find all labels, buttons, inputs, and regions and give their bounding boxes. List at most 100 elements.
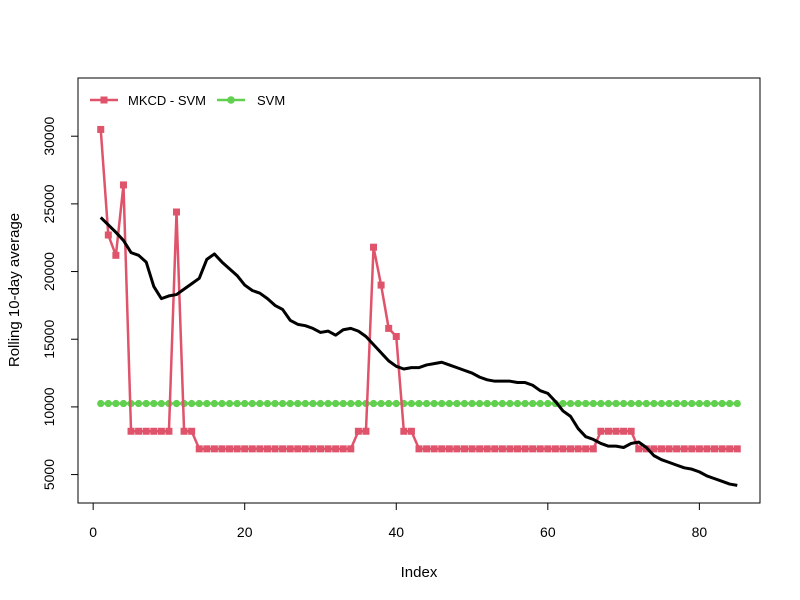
legend-label-mkcd-svm: MKCD - SVM [128, 93, 206, 108]
point-svm [718, 399, 726, 408]
point-svm [233, 399, 241, 408]
point-svm [438, 399, 446, 408]
point-mkcd-svm [286, 445, 294, 453]
point-svm [612, 399, 620, 408]
point-mkcd-svm [597, 427, 605, 435]
point-svm [150, 399, 158, 408]
point-svm [286, 399, 294, 408]
point-mkcd-svm [301, 445, 309, 453]
y-tick-label: 15000 [41, 320, 57, 359]
point-svm [203, 399, 211, 408]
point-mkcd-svm [188, 427, 196, 435]
point-mkcd-svm [400, 427, 408, 435]
point-svm [597, 399, 605, 408]
point-svm [657, 399, 666, 408]
point-mkcd-svm [559, 445, 567, 453]
point-mkcd-svm [635, 445, 643, 453]
point-svm [703, 399, 711, 408]
x-tick-label: 80 [692, 524, 708, 540]
point-svm [422, 399, 431, 408]
point-mkcd-svm [392, 333, 400, 341]
point-svm [513, 399, 522, 408]
point-mkcd-svm [241, 445, 249, 453]
point-mkcd-svm [567, 445, 575, 453]
point-mkcd-svm [491, 445, 499, 453]
y-tick-label: 10000 [41, 387, 57, 426]
point-mkcd-svm [218, 445, 226, 453]
point-svm [726, 399, 734, 408]
point-svm [97, 399, 105, 408]
point-svm [309, 399, 317, 408]
point-mkcd-svm [332, 445, 340, 453]
y-tick-label: 25000 [41, 184, 57, 223]
point-svm [559, 399, 567, 408]
x-tick-label: 40 [388, 524, 404, 540]
point-mkcd-svm [415, 445, 423, 453]
point-svm [316, 399, 325, 408]
point-svm [369, 399, 378, 408]
legend: MKCD - SVM SVM [90, 93, 285, 108]
point-svm [210, 399, 218, 408]
point-mkcd-svm [521, 445, 529, 453]
point-svm [339, 399, 347, 408]
point-svm [491, 399, 499, 408]
point-mkcd-svm [657, 445, 665, 453]
point-svm [172, 399, 181, 408]
point-mkcd-svm [423, 445, 431, 453]
point-svm [453, 399, 461, 408]
point-svm [112, 399, 120, 408]
point-svm [642, 399, 650, 408]
point-svm [529, 399, 537, 408]
point-mkcd-svm [173, 208, 181, 216]
point-mkcd-svm [582, 445, 590, 453]
point-svm [263, 399, 272, 408]
point-svm [483, 399, 491, 408]
point-svm [218, 399, 226, 408]
point-mkcd-svm [157, 427, 165, 435]
point-svm [279, 399, 287, 408]
point-mkcd-svm [210, 445, 218, 453]
point-svm [627, 399, 635, 408]
point-mkcd-svm [370, 243, 378, 251]
legend-marker-svm [227, 96, 235, 104]
point-svm [604, 399, 613, 408]
point-mkcd-svm [135, 427, 143, 435]
y-axis-title: Rolling 10-day average [6, 213, 23, 367]
point-mkcd-svm [733, 445, 741, 453]
point-mkcd-svm [339, 445, 347, 453]
point-svm [241, 399, 249, 408]
point-mkcd-svm [445, 445, 453, 453]
point-mkcd-svm [97, 125, 105, 133]
point-svm [673, 399, 681, 408]
point-svm [407, 399, 416, 408]
point-mkcd-svm [695, 445, 703, 453]
point-svm [142, 399, 150, 408]
point-mkcd-svm [430, 445, 438, 453]
point-mkcd-svm [551, 445, 559, 453]
point-svm [256, 399, 264, 408]
point-mkcd-svm [703, 445, 711, 453]
point-mkcd-svm [536, 445, 544, 453]
point-mkcd-svm [483, 445, 491, 453]
x-axis-title: Index [401, 564, 438, 581]
point-mkcd-svm [104, 231, 112, 239]
point-svm [460, 399, 469, 408]
point-svm [544, 399, 552, 408]
point-mkcd-svm [711, 445, 719, 453]
point-svm [695, 399, 703, 408]
point-mkcd-svm [665, 445, 673, 453]
x-tick-label: 0 [89, 524, 97, 540]
point-svm [650, 399, 658, 408]
point-svm [589, 399, 597, 408]
point-mkcd-svm [309, 445, 317, 453]
y-axis: 5000 10000 15000 20000 25000 30000 [41, 117, 79, 490]
point-mkcd-svm [726, 445, 734, 453]
point-mkcd-svm [529, 445, 537, 453]
point-svm [188, 399, 196, 408]
y-tick-label: 5000 [41, 459, 57, 490]
point-mkcd-svm [377, 281, 385, 289]
point-mkcd-svm [354, 427, 362, 435]
y-tick-label: 30000 [41, 117, 57, 156]
point-mkcd-svm [407, 427, 415, 435]
